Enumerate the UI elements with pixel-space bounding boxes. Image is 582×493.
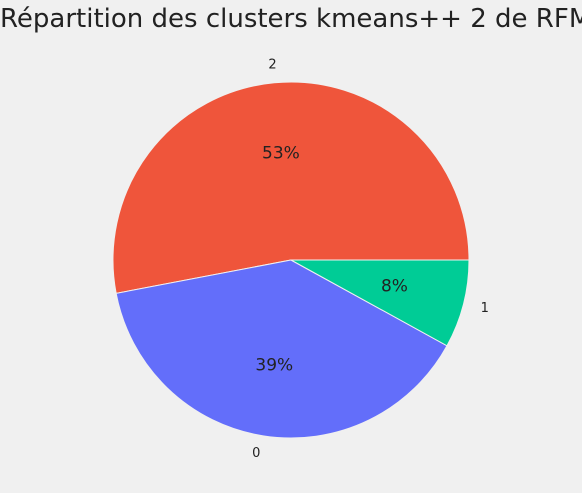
category-labels: 2 0 1 <box>252 58 489 461</box>
percent-label-0: 39% <box>255 355 293 375</box>
percent-labels: 53% 39% 8% <box>255 144 408 376</box>
pie-slice-2 <box>112 81 470 294</box>
chart-title: Répartition des clusters kmeans++ 2 de R… <box>0 4 582 34</box>
percent-label-2: 53% <box>262 144 300 164</box>
category-label-0: 0 <box>252 446 260 461</box>
percent-label-1: 8% <box>381 277 408 297</box>
category-label-1: 1 <box>481 301 489 316</box>
category-label-2: 2 <box>268 58 276 73</box>
pie-slices <box>112 81 470 439</box>
pie-slice-0 <box>115 259 448 439</box>
pie-slice-1 <box>290 259 470 347</box>
